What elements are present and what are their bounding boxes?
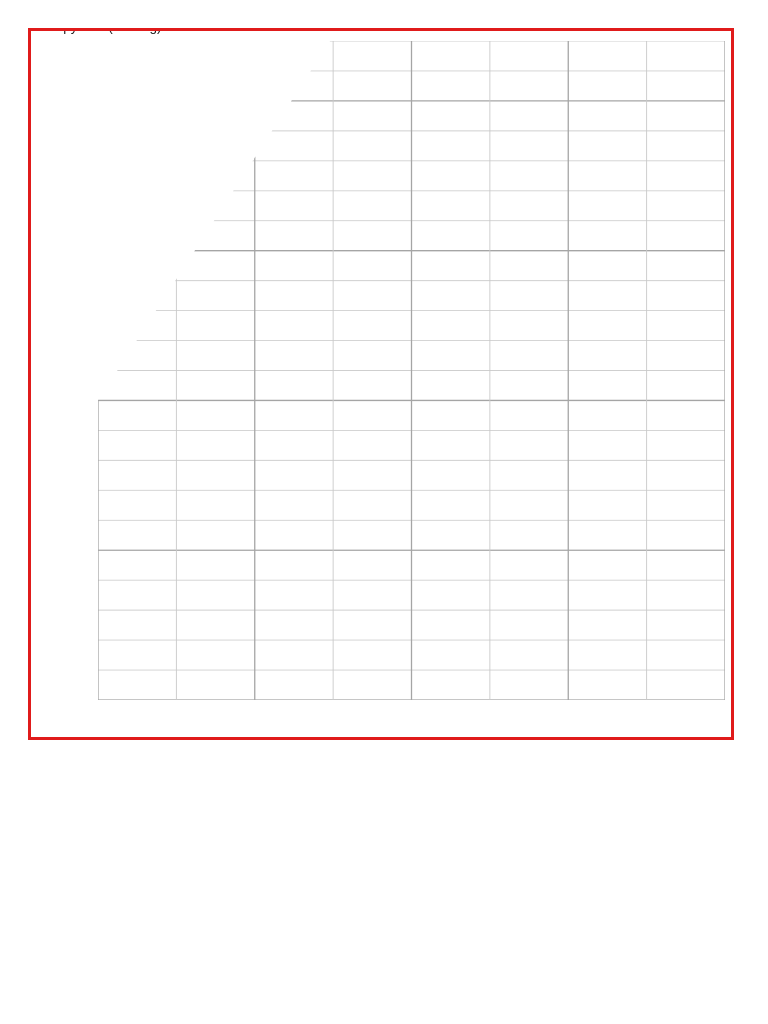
x-axis-title: Entropy - s - (kJ/K kg) bbox=[31, 31, 162, 34]
figure-red-border: Entropy - s - (kJ/K kg) bbox=[28, 28, 734, 740]
grid-layer bbox=[98, 41, 725, 700]
chart-svg: Entropy - s - (kJ/K kg) bbox=[31, 31, 725, 700]
mollier-diagram: Entropy - s - (kJ/K kg) bbox=[31, 31, 737, 743]
axis-title-layer: Entropy - s - (kJ/K kg) bbox=[31, 31, 162, 34]
